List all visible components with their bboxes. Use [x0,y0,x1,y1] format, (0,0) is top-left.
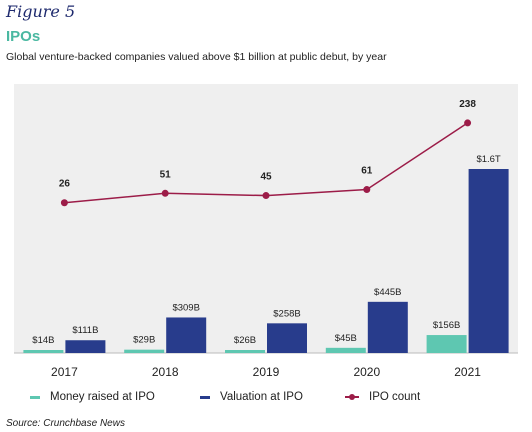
data-label-ipo-2019: 45 [260,172,272,183]
data-label-ipo-2017: 26 [59,179,71,190]
legend-swatch-money [30,395,40,399]
x-tick-label-2020: 2020 [353,365,380,379]
data-label-money-2019: $26B [234,335,256,346]
x-tick-label-2021: 2021 [454,365,481,379]
legend-swatch-valuation [200,395,210,399]
bar-valuation-2017 [65,340,106,353]
data-label-money-2017: $14B [32,335,54,346]
ipo-point-2017 [60,199,68,207]
ipo-count-line [64,122,469,204]
x-tick-label-2018: 2018 [152,365,179,379]
ipo-point-2018 [161,189,169,197]
bar-money-2019 [225,350,265,353]
legend-item-ipo: IPO count [345,391,420,403]
bar-valuation-2021 [468,169,509,353]
data-label-valuation-2017: $111B [72,325,98,336]
x-tick-label-2019: 2019 [253,365,280,379]
legend-item-money: Money raised at IPO [30,391,155,403]
data-label-money-2020: $45B [335,333,357,344]
data-label-ipo-2020: 61 [361,166,373,177]
bar-valuation-2020 [367,301,408,353]
legend-item-valuation: Valuation at IPO [200,391,303,403]
data-label-money-2021: $156B [433,320,460,331]
legend-label-valuation: Valuation at IPO [220,391,303,403]
source-note: Source: Crunchbase News [6,418,125,429]
bar-money-2017 [23,350,64,353]
legend-label-ipo: IPO count [369,391,421,403]
data-label-valuation-2018: $309B [172,302,199,313]
chart-title: IPOs [6,28,41,45]
data-label-money-2018: $29B [133,335,155,346]
plot-area [14,84,518,353]
bar-money-2020 [325,347,366,353]
data-label-valuation-2021: $1.6T [476,154,500,165]
legend-swatch-ipo [345,394,359,400]
data-label-valuation-2020: $445B [374,287,401,298]
figure-label: Figure 5 [6,2,76,21]
bar-money-2021 [426,335,467,353]
ipo-point-2019 [262,192,270,200]
ipo-point-2021 [464,119,472,127]
data-label-valuation-2019: $258B [273,308,300,319]
bar-valuation-2018 [166,317,207,353]
ipo-point-2020 [363,186,371,194]
x-tick-label-2017: 2017 [51,365,78,379]
data-label-ipo-2018: 51 [160,169,172,180]
chart-subtitle: Global venture-backed companies valued a… [6,51,387,63]
legend-label-money: Money raised at IPO [50,391,155,403]
bar-money-2018 [124,349,165,353]
bar-valuation-2019 [267,323,307,353]
data-label-ipo-2021: 238 [459,99,476,110]
